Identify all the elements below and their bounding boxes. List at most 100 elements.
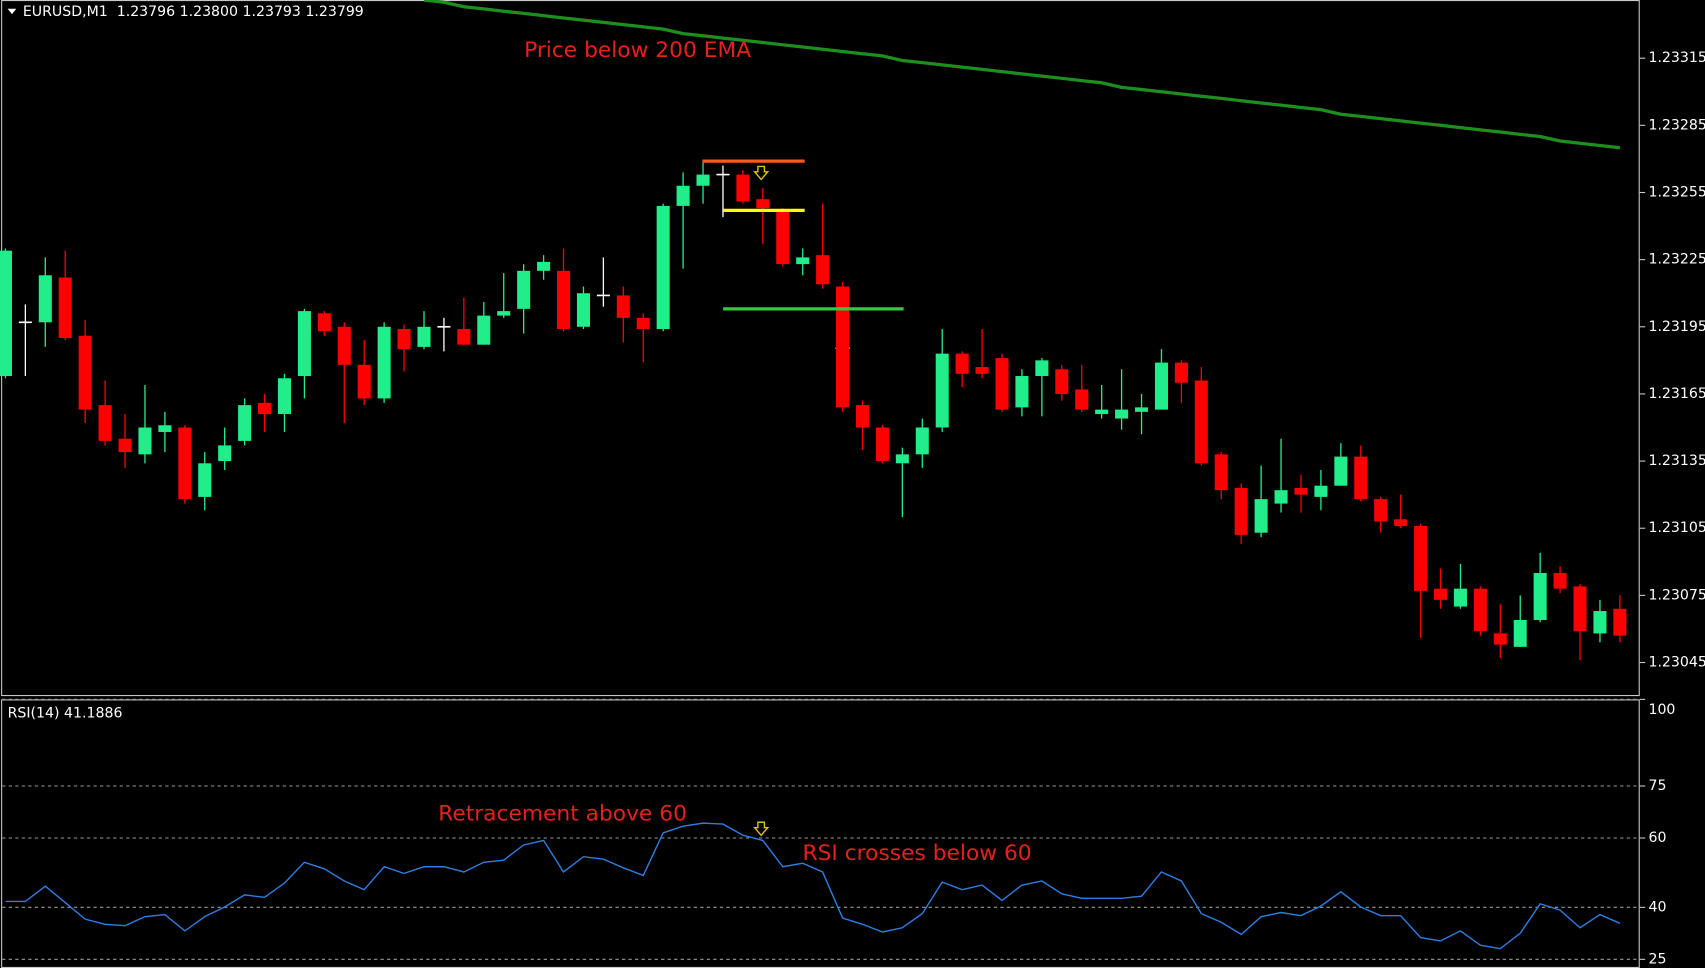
y-tick-label: 1.23255	[1648, 184, 1705, 200]
candle-body	[855, 405, 870, 428]
candle-body	[616, 295, 630, 318]
candle-body	[1493, 633, 1507, 645]
candle-body	[238, 405, 252, 441]
candle-body	[1613, 608, 1627, 636]
candle-body	[1414, 525, 1428, 591]
rsi-title: RSI(14) 41.1886	[8, 705, 123, 721]
candle-body	[1095, 409, 1109, 415]
y-tick-label: 1.23315	[1648, 50, 1705, 66]
candle-body	[1214, 454, 1228, 491]
candle-body	[537, 261, 551, 271]
y-tick-label: 1.23165	[1648, 386, 1705, 402]
y-tick-label: 60	[1648, 830, 1666, 846]
candle-body	[656, 205, 670, 330]
candle-body	[576, 293, 590, 327]
candle-body	[417, 326, 431, 347]
signal-arrow-down	[753, 165, 770, 181]
candle-body	[397, 329, 411, 350]
candle-body	[337, 326, 351, 365]
candle-body	[796, 257, 810, 265]
candle-body	[58, 277, 72, 338]
candle-body	[497, 311, 511, 316]
y-tick-label: 25	[1648, 951, 1666, 967]
rsi-line	[5, 822, 1621, 950]
candle-body	[1553, 572, 1567, 589]
y-tick-label: 1.23105	[1648, 520, 1705, 536]
candle-body	[1135, 407, 1149, 412]
symbol-title: EURUSD,M1 1.23796 1.23800 1.23793 1.2379…	[23, 4, 364, 20]
annotation: Price below 200 EMA	[524, 38, 751, 63]
candle-body	[1394, 519, 1408, 526]
candle-body	[1015, 376, 1029, 408]
candle-body	[995, 358, 1009, 410]
candle-body	[836, 286, 850, 408]
y-tick-label: 75	[1648, 778, 1666, 794]
symbol-menu-arrow[interactable]	[7, 8, 17, 15]
candle-body	[1254, 499, 1268, 533]
y-tick-label: 40	[1648, 899, 1666, 915]
annotation: RSI crosses below 60	[802, 841, 1031, 866]
candle-body	[915, 427, 929, 455]
candle-body	[875, 427, 889, 462]
ema-line	[423, 0, 1621, 150]
candle-body	[1573, 586, 1587, 632]
candle-body	[1174, 362, 1188, 383]
candle-body	[38, 275, 52, 323]
candle-body	[776, 210, 790, 265]
candle-body	[1035, 360, 1049, 377]
candle-body	[78, 335, 92, 410]
candle-body	[477, 315, 491, 345]
candle-body	[0, 250, 12, 377]
candle-body	[1075, 389, 1089, 410]
candle-body	[935, 353, 949, 428]
rsi-arrow-down	[753, 821, 770, 837]
candle-body	[258, 402, 272, 415]
candle-body	[1354, 456, 1368, 500]
candle-body	[1294, 487, 1308, 495]
candle-body	[218, 445, 232, 462]
candle-body	[457, 329, 471, 345]
candle-body	[377, 326, 391, 399]
candle-body	[1374, 499, 1388, 522]
y-tick-label: 1.23045	[1648, 655, 1705, 671]
y-tick-label: 1.23075	[1648, 587, 1705, 603]
candle-body	[98, 405, 112, 441]
candle-body	[1453, 588, 1467, 607]
candle-body	[297, 311, 311, 377]
candle-body	[1154, 362, 1168, 410]
candle-body	[1473, 588, 1487, 632]
candle-body	[975, 367, 989, 374]
candle-body	[517, 270, 531, 309]
candle-body	[895, 454, 909, 464]
candle-body	[1194, 380, 1208, 464]
candle-body	[696, 174, 710, 186]
annotation: Retracement above 60	[438, 802, 687, 827]
candle-body	[636, 317, 650, 330]
candle-body	[357, 364, 371, 399]
candle-body	[138, 427, 152, 455]
candle-body	[676, 185, 690, 206]
candle-body	[158, 425, 172, 432]
y-tick-label: 1.23225	[1648, 252, 1705, 268]
candle-body	[1234, 487, 1248, 535]
candle-body	[816, 255, 830, 285]
candle-body	[277, 378, 292, 415]
candle-body	[1513, 619, 1527, 647]
candle-body	[118, 438, 132, 453]
y-tick-label: 100	[1648, 702, 1675, 718]
candle-body	[1433, 588, 1448, 600]
candle-body	[317, 313, 331, 332]
y-tick-label: 1.23285	[1648, 117, 1705, 133]
candle-body	[1055, 369, 1069, 394]
candle-body	[198, 463, 212, 497]
candle-body	[1115, 409, 1129, 419]
candle-body	[1314, 485, 1328, 497]
candle-body	[1533, 572, 1547, 620]
candle-body	[1593, 611, 1607, 634]
candle-body	[1274, 490, 1288, 504]
candle-body	[1334, 456, 1348, 486]
y-tick-label: 1.23195	[1648, 319, 1705, 335]
candle-body	[178, 427, 192, 500]
